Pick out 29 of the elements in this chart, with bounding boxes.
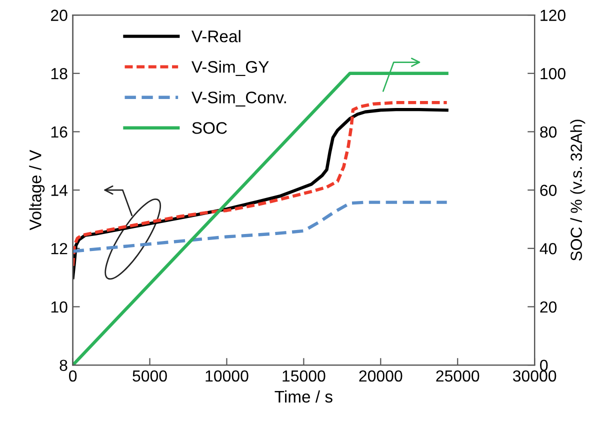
y2-tick-label: 80 [540,126,557,138]
y2-axis-title: SOC / % (v.s. 32Ah) [570,120,586,261]
y-tick-label: 20 [50,10,68,21]
y2-tick-label: 120 [540,10,566,21]
x-tick-label: 15000 [282,370,326,382]
legend-label: V-Sim_GY [191,60,269,76]
y2-tick-label: 20 [540,301,557,313]
y-tick-label: 10 [51,301,68,313]
legend-label: V-Sim_Conv. [191,91,286,107]
y-tick-label: 14 [51,184,68,196]
y-tick-label: 12 [51,243,68,254]
x-tick-label: 5000 [132,370,167,382]
x-axis-title: Time / s [274,390,332,403]
y-tick-label: 16 [51,126,68,138]
line-series [72,200,448,253]
x-tick-label: 20000 [359,370,402,382]
x-tick-label: 30000 [512,370,556,382]
legend-label: V-Real [191,30,240,42]
y2-tick-label: 0 [540,360,548,372]
x-tick-label: 10000 [206,370,248,382]
y-tick-label: 8 [60,360,68,372]
x-tick-label: 25000 [436,370,480,382]
legend-label: SOC [192,122,227,134]
y-axis-title: Voltage / V [29,150,45,230]
y2-tick-label: 40 [540,243,557,254]
x-tick-label: 0 [69,370,77,382]
y2-tick-label: 100 [540,68,566,80]
y-tick-label: 18 [51,68,68,80]
y2-tick-label: 60 [540,184,557,196]
